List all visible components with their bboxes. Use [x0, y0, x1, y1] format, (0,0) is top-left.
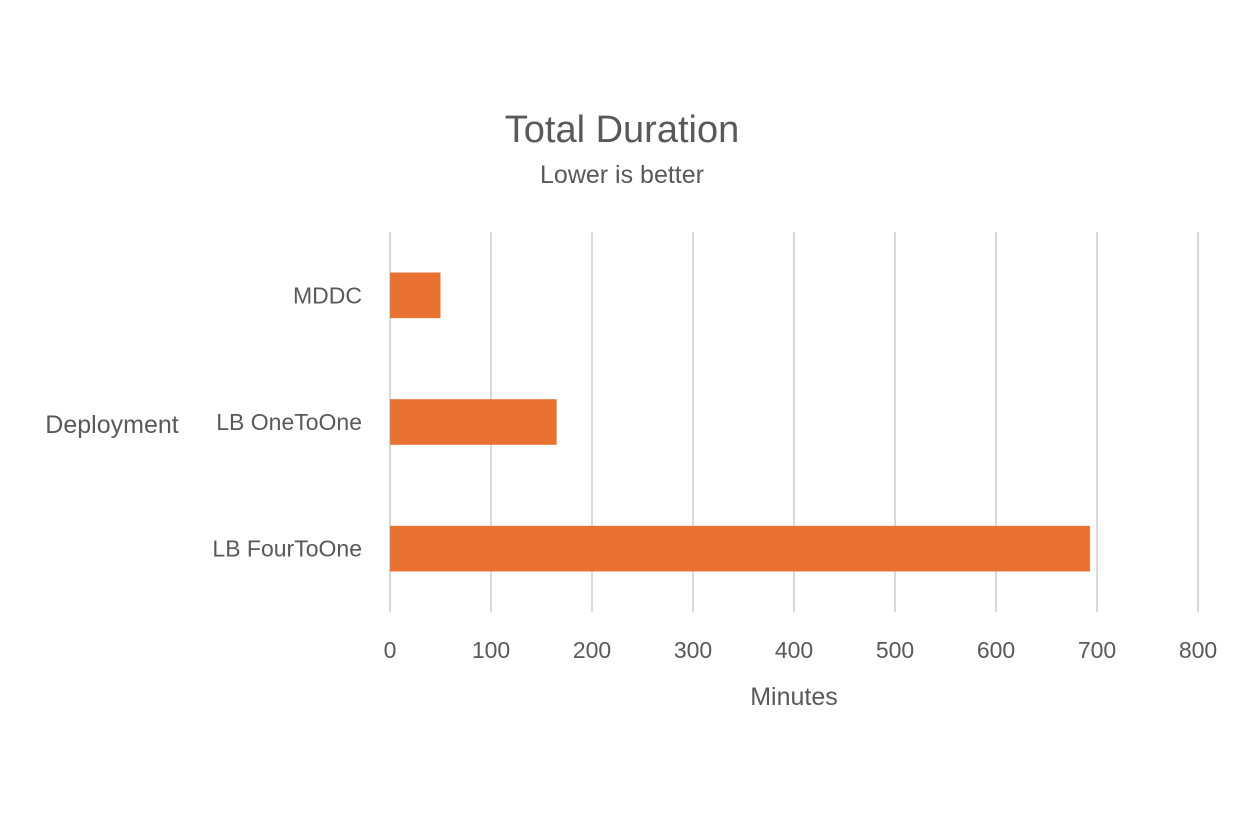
y-tick-label-mddc: MDDC: [293, 282, 362, 308]
bar-lb-fourtoone: [390, 525, 1090, 572]
x-tick-label-300: 300: [674, 637, 712, 663]
chart-title: Total Duration: [505, 109, 739, 151]
x-tick-label-0: 0: [384, 637, 397, 663]
bars: [390, 272, 1090, 572]
y-tick-labels: MDDC LB OneToOne LB FourToOne: [212, 282, 362, 561]
bar-lb-onetoone: [390, 399, 557, 445]
bar-mddc: [390, 272, 441, 319]
y-axis-title: Deployment: [45, 411, 178, 439]
x-tick-label-200: 200: [573, 637, 611, 663]
y-tick-label-lb-fourtoone: LB FourToOne: [212, 536, 362, 562]
x-tick-labels: 0 100 200 300 400 500 600 700 800: [384, 637, 1218, 663]
x-tick-label-700: 700: [1078, 637, 1116, 663]
x-tick-label-400: 400: [775, 637, 813, 663]
y-tick-label-lb-onetoone: LB OneToOne: [216, 409, 362, 435]
x-tick-label-800: 800: [1179, 637, 1217, 663]
x-tick-label-500: 500: [876, 637, 914, 663]
x-tick-label-100: 100: [472, 637, 510, 663]
gridlines: [389, 232, 1199, 612]
x-axis-title: Minutes: [750, 683, 838, 711]
chart-subtitle: Lower is better: [540, 161, 704, 189]
x-tick-label-600: 600: [977, 637, 1015, 663]
